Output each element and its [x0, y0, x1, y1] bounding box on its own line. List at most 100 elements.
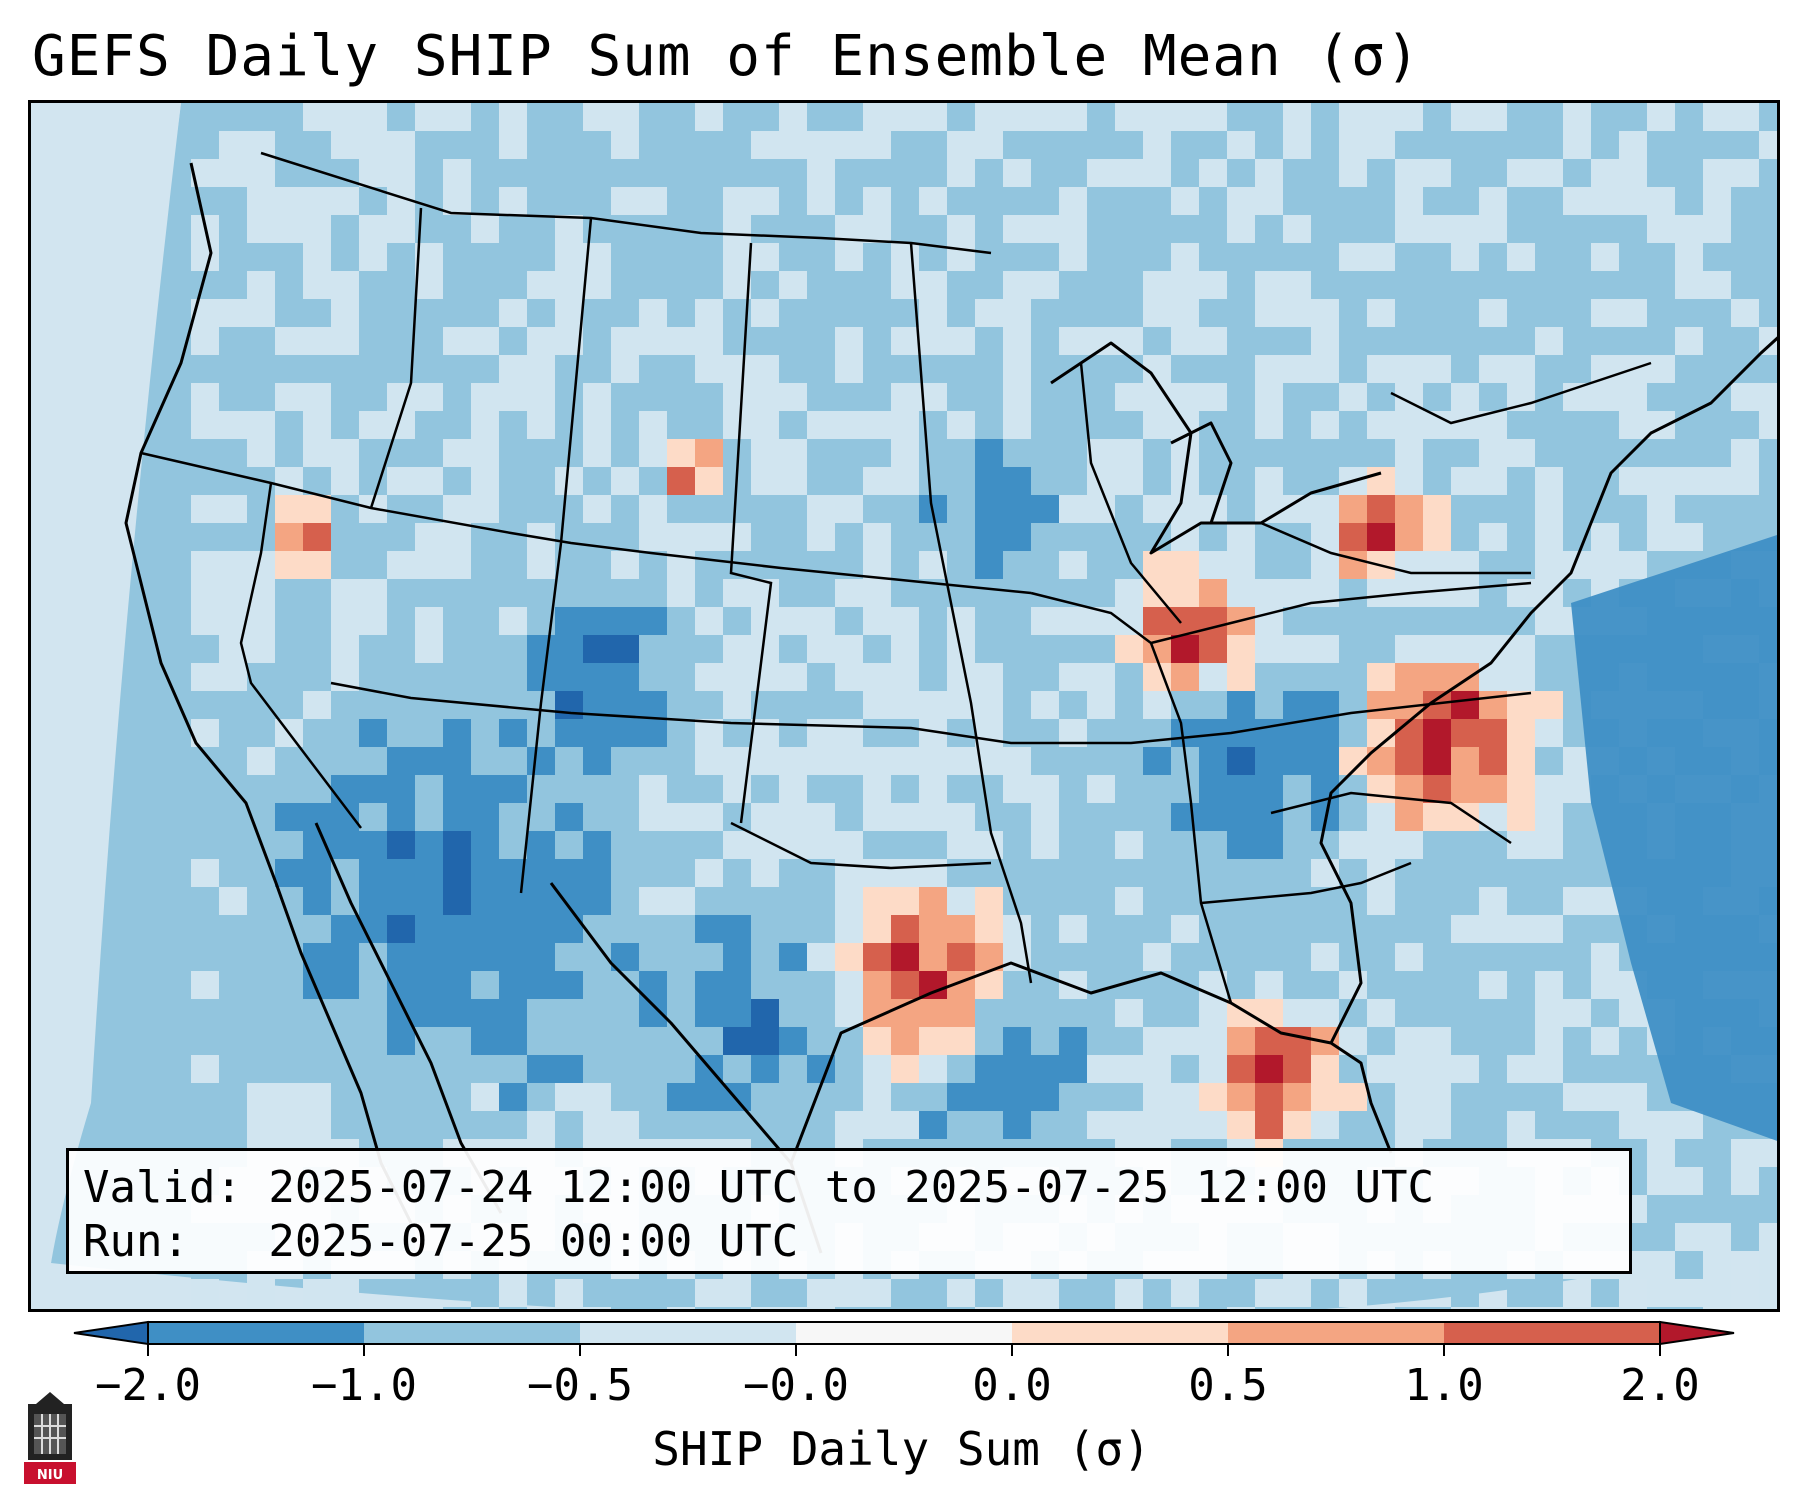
data-cell [1283, 663, 1311, 691]
data-cell [1535, 299, 1563, 327]
data-cell [331, 607, 359, 635]
data-cell [583, 915, 611, 943]
data-cell [415, 355, 443, 383]
data-cell [1255, 159, 1283, 187]
data-cell [1115, 747, 1143, 775]
data-cell [695, 719, 723, 747]
data-cell [1451, 915, 1479, 943]
data-cell [527, 355, 555, 383]
data-cell [499, 299, 527, 327]
data-cell [751, 1307, 779, 1309]
data-cell [247, 131, 275, 159]
data-cell [471, 1083, 499, 1111]
data-cell [1115, 579, 1143, 607]
data-cell [919, 971, 947, 999]
data-cell [835, 635, 863, 663]
data-cell [1283, 383, 1311, 411]
data-cell [779, 467, 807, 495]
data-cell [1395, 1027, 1423, 1055]
data-cell [1451, 271, 1479, 299]
data-cell [443, 691, 471, 719]
data-cell [471, 411, 499, 439]
data-cell [1395, 1083, 1423, 1111]
data-cell [1283, 1027, 1311, 1055]
data-cell [415, 635, 443, 663]
data-cell [1675, 131, 1703, 159]
data-cell [667, 803, 695, 831]
data-cell [247, 187, 275, 215]
data-cell [807, 131, 835, 159]
data-cell [1535, 523, 1563, 551]
data-cell [975, 663, 1003, 691]
data-cell [387, 887, 415, 915]
data-cell [387, 551, 415, 579]
data-cell [863, 439, 891, 467]
data-cell [191, 803, 219, 831]
data-cell [1339, 971, 1367, 999]
data-cell [891, 747, 919, 775]
data-cell [919, 943, 947, 971]
data-cell [331, 299, 359, 327]
data-cell [611, 411, 639, 439]
data-cell [639, 607, 667, 635]
data-cell [863, 1111, 891, 1139]
data-cell [611, 215, 639, 243]
data-cell [303, 271, 331, 299]
data-cell [1451, 103, 1479, 131]
data-cell [975, 719, 1003, 747]
data-cell [387, 747, 415, 775]
data-cell [667, 243, 695, 271]
data-cell [1003, 747, 1031, 775]
data-cell [555, 607, 583, 635]
data-cell [1759, 1139, 1777, 1167]
data-cell [471, 467, 499, 495]
data-cell [779, 1307, 807, 1309]
data-cell [1395, 159, 1423, 187]
data-cell [1171, 663, 1199, 691]
data-cell [555, 1027, 583, 1055]
colorbar-tick-label: 1.0 [1404, 1360, 1484, 1411]
data-cell [303, 915, 331, 943]
data-cell [751, 579, 779, 607]
data-cell [1759, 383, 1777, 411]
data-cell [1479, 971, 1507, 999]
data-cell [303, 523, 331, 551]
data-cell [1283, 299, 1311, 327]
data-cell [1199, 635, 1227, 663]
data-cell [1311, 1111, 1339, 1139]
data-cell [1339, 1111, 1367, 1139]
data-cell [527, 915, 555, 943]
data-cell [387, 131, 415, 159]
map-panel [28, 100, 1780, 1312]
data-cell [891, 607, 919, 635]
data-cell [975, 691, 1003, 719]
niu-logo: NIU [24, 1392, 76, 1484]
data-cell [639, 299, 667, 327]
data-cell [1703, 523, 1731, 551]
data-cell [1115, 243, 1143, 271]
data-cell [611, 495, 639, 523]
data-cell [1171, 803, 1199, 831]
data-cell [1283, 887, 1311, 915]
data-cell [1507, 719, 1535, 747]
data-cell [919, 327, 947, 355]
data-cell [331, 579, 359, 607]
data-cell [247, 1083, 275, 1111]
data-cell [1199, 803, 1227, 831]
data-cell [1171, 243, 1199, 271]
info-box: Valid: 2025-07-24 12:00 UTC to 2025-07-2… [66, 1148, 1632, 1274]
data-cell [611, 635, 639, 663]
data-cell [1087, 915, 1115, 943]
data-cell [723, 495, 751, 523]
data-cell [863, 719, 891, 747]
data-cell [919, 691, 947, 719]
data-cell [1255, 971, 1283, 999]
data-cell [415, 887, 443, 915]
data-cell [975, 103, 1003, 131]
data-cell [1003, 999, 1031, 1027]
data-cell [527, 1111, 555, 1139]
data-cell [555, 271, 583, 299]
data-cell [751, 355, 779, 383]
data-cell [1339, 943, 1367, 971]
data-cell [1031, 327, 1059, 355]
